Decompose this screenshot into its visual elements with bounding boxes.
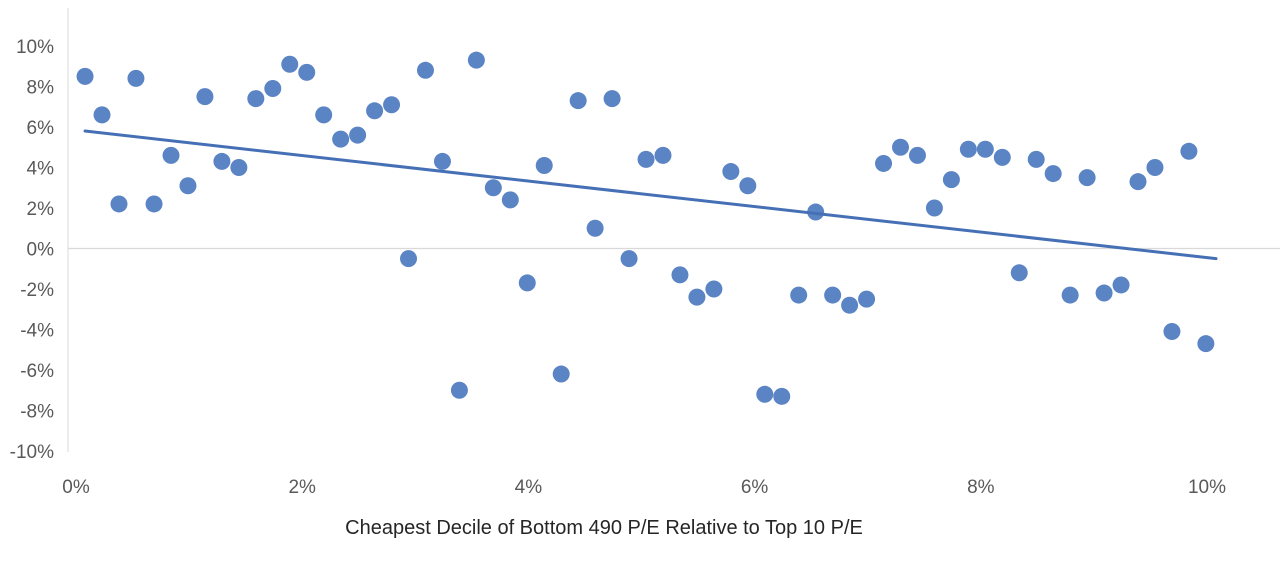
data-point [179, 177, 197, 195]
data-point [603, 90, 621, 108]
data-point [1061, 286, 1079, 304]
data-point [332, 130, 350, 148]
data-point [127, 69, 145, 87]
data-point [518, 274, 536, 292]
data-point [501, 191, 519, 209]
y-tick-label: 6% [27, 118, 55, 139]
data-point [349, 126, 367, 144]
y-tick-label: -2% [20, 280, 54, 301]
data-point [722, 163, 740, 181]
data-point [230, 159, 248, 176]
x-tick-label: 4% [515, 477, 543, 498]
y-tick-labels: 10% 8% 6% 4% 2% 0% -2% -4% -6% -8% -10% [10, 37, 54, 463]
data-point [1163, 323, 1181, 341]
y-tick-label: -10% [10, 442, 54, 463]
x-tick-label: 2% [288, 477, 316, 498]
x-tick-label: 10% [1188, 477, 1226, 498]
data-point [416, 61, 434, 79]
data-point [1078, 169, 1096, 187]
x-tick-label: 6% [741, 477, 769, 498]
data-point [467, 51, 485, 69]
y-tick-label: -6% [20, 361, 54, 382]
x-tick-label: 8% [967, 477, 995, 498]
data-point [484, 179, 502, 197]
y-tick-label: 4% [27, 159, 55, 180]
data-point [858, 290, 876, 308]
data-point [942, 171, 960, 189]
data-point [976, 140, 994, 158]
data-point [1044, 165, 1062, 183]
data-points [76, 51, 1215, 405]
data-point [824, 286, 842, 304]
data-point [1129, 173, 1147, 191]
data-point [213, 152, 231, 170]
y-tick-label: -8% [20, 402, 54, 423]
trend-line [83, 129, 1218, 261]
data-point [756, 385, 774, 403]
data-point [264, 80, 282, 98]
data-point [162, 146, 180, 164]
data-point [450, 381, 468, 399]
data-point [400, 250, 418, 268]
data-point [76, 67, 94, 85]
data-point [1112, 276, 1130, 294]
x-tick-labels: 0% 2% 4% 6% 8% 10% [62, 477, 1226, 498]
data-point [841, 296, 859, 314]
data-point [535, 156, 553, 174]
y-tick-label: 10% [16, 37, 54, 58]
data-point [637, 150, 655, 168]
data-point [93, 106, 111, 124]
data-point [196, 88, 214, 106]
data-point [552, 365, 570, 383]
data-point [1146, 159, 1164, 176]
data-point [891, 138, 909, 156]
data-point [925, 199, 943, 217]
x-axis-label: Cheapest Decile of Bottom 490 P/E Relati… [345, 517, 863, 539]
data-point [620, 250, 638, 268]
y-tick-label: 2% [27, 199, 55, 220]
data-point [366, 102, 384, 120]
data-point [315, 106, 333, 124]
y-tick-label: 0% [27, 240, 55, 261]
y-tick-label: -4% [20, 321, 54, 342]
data-point [298, 63, 316, 81]
data-point [875, 154, 893, 172]
data-point [705, 280, 723, 298]
data-point [739, 177, 757, 195]
data-point [773, 387, 791, 405]
x-tick-label: 0% [62, 477, 90, 498]
y-tick-label: 8% [27, 78, 55, 99]
data-point [671, 266, 689, 284]
data-point [281, 55, 299, 73]
data-point [586, 219, 604, 237]
data-point [110, 195, 128, 213]
data-point [1027, 150, 1045, 168]
data-point [145, 195, 163, 213]
data-point [688, 288, 706, 306]
scatter-chart: 10% 8% 6% 4% 2% 0% -2% -4% -6% -8% -10% 0% 2% 4% 6% 8%… [10, 8, 1280, 498]
data-point [908, 146, 926, 164]
data-point [1180, 142, 1198, 160]
data-point [1095, 284, 1113, 302]
data-point [790, 286, 808, 304]
data-point [1197, 335, 1215, 353]
data-point [993, 148, 1011, 166]
data-point [433, 152, 451, 170]
data-point [1010, 264, 1028, 282]
data-point [654, 146, 672, 164]
data-point [959, 140, 977, 158]
data-point [569, 92, 587, 110]
data-point [247, 90, 265, 108]
data-point [383, 96, 401, 114]
